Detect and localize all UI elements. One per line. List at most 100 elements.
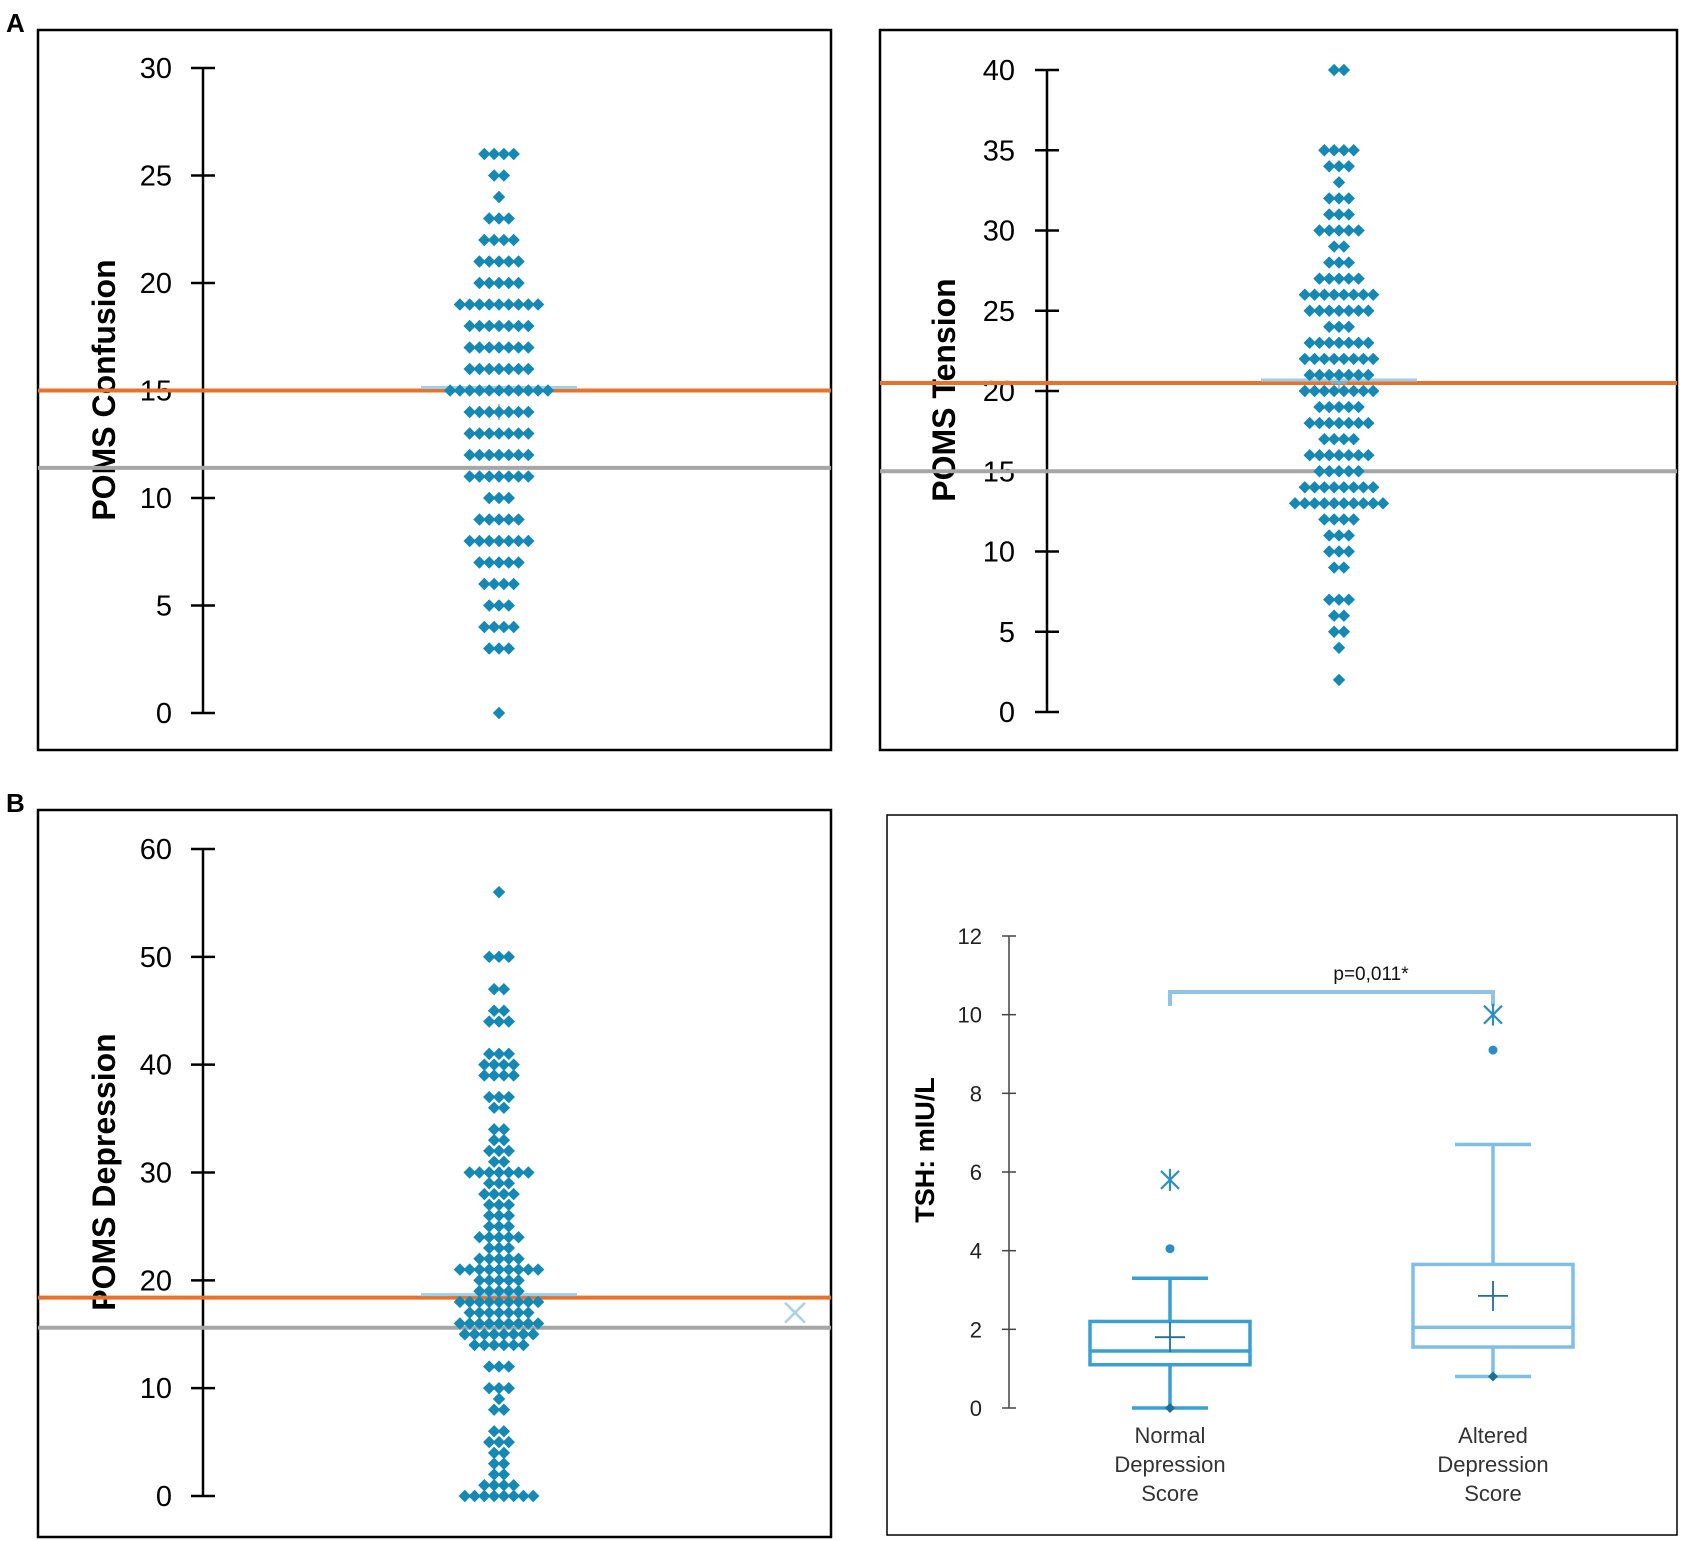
data-point (487, 1468, 501, 1481)
data-point (1323, 465, 1336, 478)
data-point (517, 1328, 530, 1341)
data-point (483, 470, 496, 483)
data-point (1303, 304, 1316, 317)
data-point (478, 620, 491, 634)
data-point (502, 1306, 515, 1319)
data-point (1298, 384, 1311, 398)
data-point (492, 1231, 506, 1244)
data-point (1342, 593, 1355, 606)
data-point (1347, 432, 1360, 446)
data-point (1323, 545, 1336, 558)
points-tension (1288, 63, 1390, 687)
data-point (473, 255, 486, 268)
data-point (522, 319, 535, 333)
data-point (512, 1252, 525, 1265)
points-depression (453, 885, 545, 1503)
data-point (1342, 192, 1355, 205)
data-point (483, 1306, 496, 1319)
data-point (502, 1166, 515, 1179)
data-point (492, 1284, 506, 1298)
data-point (502, 1144, 515, 1158)
data-point (483, 1144, 496, 1158)
data-point (522, 298, 535, 311)
data-point (531, 384, 545, 397)
data-point (1323, 272, 1336, 285)
data-point (1342, 465, 1355, 478)
data-point (502, 276, 515, 290)
data-point (502, 642, 515, 655)
data-point (492, 1381, 506, 1395)
data-point (492, 1274, 506, 1287)
data-point (1313, 416, 1326, 430)
data-point (492, 470, 506, 483)
data-point (458, 1328, 471, 1341)
data-point (1347, 288, 1360, 301)
data-point (478, 147, 491, 161)
data-point (512, 513, 525, 526)
box-normal: Normal Depression Score (1088, 1168, 1252, 1506)
data-point (502, 534, 515, 548)
data-point (453, 1295, 467, 1309)
data-point (492, 341, 506, 354)
data-point (522, 384, 535, 397)
y-tick-label: 20 (140, 268, 172, 300)
data-point (502, 319, 515, 333)
data-point (527, 1328, 540, 1341)
data-point (1337, 144, 1351, 157)
data-point (502, 599, 515, 612)
data-point (497, 1446, 511, 1460)
data-point (522, 362, 535, 376)
data-point (1362, 304, 1375, 317)
data-point (487, 1069, 501, 1082)
data-point (1337, 561, 1351, 574)
data-point (1303, 368, 1316, 382)
chart-depression: 0 10 20 30 40 50 60 POMS Depression (36, 808, 833, 1539)
data-point (497, 169, 511, 182)
y-tick-label: 0 (156, 1481, 172, 1513)
data-point (1313, 465, 1326, 478)
data-point (1332, 368, 1346, 382)
box-altered: Altered Depression Score (1411, 1003, 1575, 1506)
data-point (502, 1360, 515, 1373)
data-point (1313, 400, 1326, 414)
data-point (502, 1381, 515, 1395)
data-point (1342, 529, 1355, 542)
data-point (1342, 224, 1355, 237)
data-point (468, 1489, 481, 1503)
data-point (502, 1047, 515, 1061)
data-point (512, 1317, 525, 1330)
data-point (463, 1263, 476, 1276)
data-point (497, 1133, 511, 1147)
data-point (512, 1274, 525, 1287)
data-point (1313, 304, 1326, 317)
y-tick-label: 10 (958, 1003, 982, 1028)
data-point (1342, 304, 1355, 317)
data-point (483, 362, 496, 376)
data-point (1367, 497, 1380, 510)
data-point (483, 1435, 496, 1449)
data-point (1352, 400, 1365, 414)
data-point (522, 1263, 535, 1276)
data-point (473, 1252, 486, 1265)
data-point (463, 470, 476, 483)
data-point (1337, 513, 1351, 526)
data-point (502, 1015, 515, 1028)
data-point (1327, 144, 1341, 157)
data-point (1327, 561, 1341, 574)
data-point (1367, 288, 1380, 301)
boxes-tsh: Normal Depression Score Altered Depression Sc… (1088, 1003, 1575, 1506)
data-point (492, 1047, 506, 1061)
data-point (497, 1328, 511, 1341)
data-point (502, 1209, 515, 1222)
data-point (502, 1220, 515, 1233)
y-tick-label: 0 (156, 698, 172, 730)
data-point (1362, 368, 1375, 382)
data-point (483, 1263, 496, 1276)
data-point (1298, 497, 1311, 510)
data-point (497, 233, 511, 247)
data-point (1308, 352, 1321, 366)
data-point (1332, 449, 1346, 462)
data-point (512, 1306, 525, 1319)
data-point (473, 513, 486, 526)
data-point (1332, 336, 1346, 350)
